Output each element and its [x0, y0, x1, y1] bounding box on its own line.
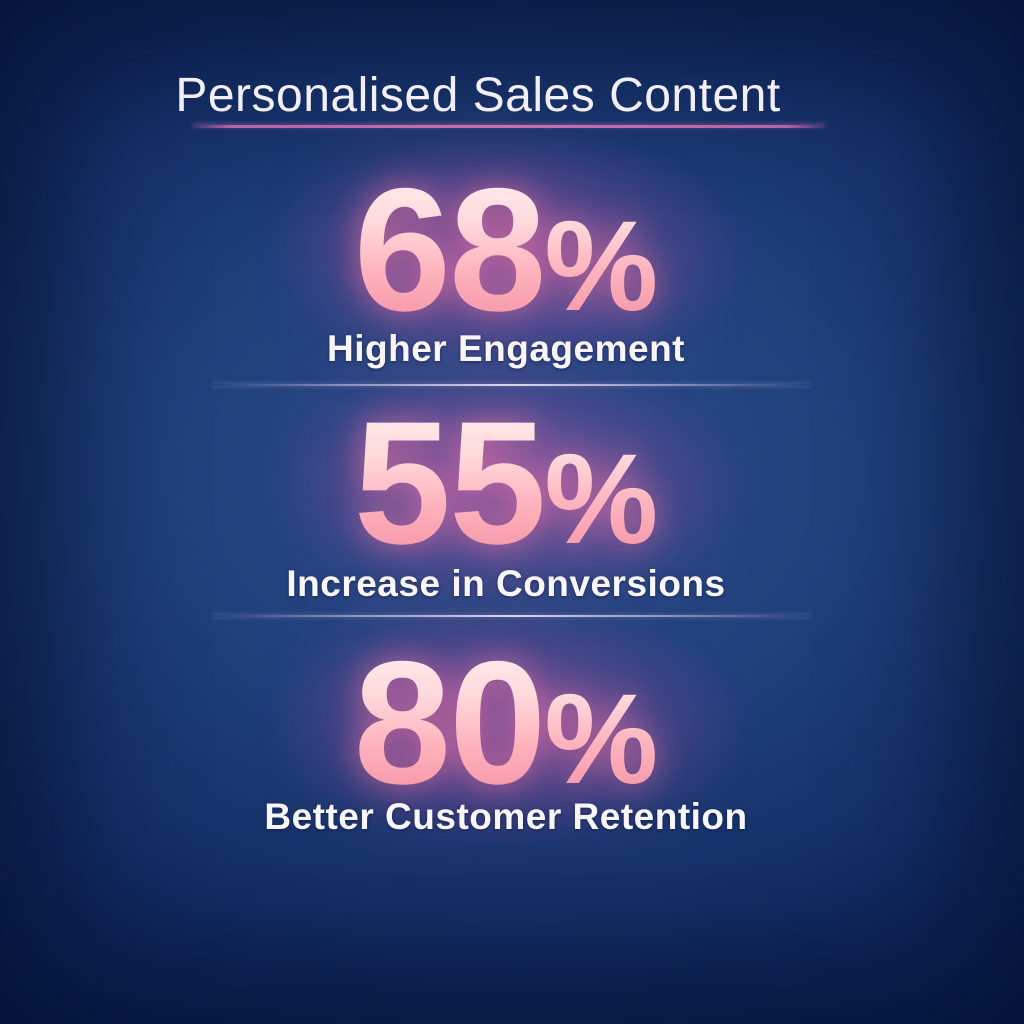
stat-value-increase-in-conversions: 55% [0, 396, 1012, 571]
stat-number: 80 [353, 626, 545, 821]
stat-value-higher-engagement: 68% [0, 163, 1012, 338]
section-divider [212, 384, 810, 386]
stat-number: 55 [353, 386, 545, 581]
stat-number: 68 [353, 153, 545, 348]
section-divider [212, 615, 810, 617]
stat-label-increase-in-conversions: Increase in Conversions [286, 563, 726, 604]
stat-value-better-customer-retention: 80% [0, 636, 1012, 811]
stat-label-better-customer-retention: Better Customer Retention [264, 796, 748, 837]
title-underline [193, 125, 825, 128]
percent-sign: % [544, 195, 659, 338]
percent-sign: % [544, 668, 659, 811]
page-title: Personalised Sales Content [175, 69, 781, 122]
stat-label-higher-engagement: Higher Engagement [327, 328, 685, 369]
percent-sign: % [544, 428, 659, 571]
